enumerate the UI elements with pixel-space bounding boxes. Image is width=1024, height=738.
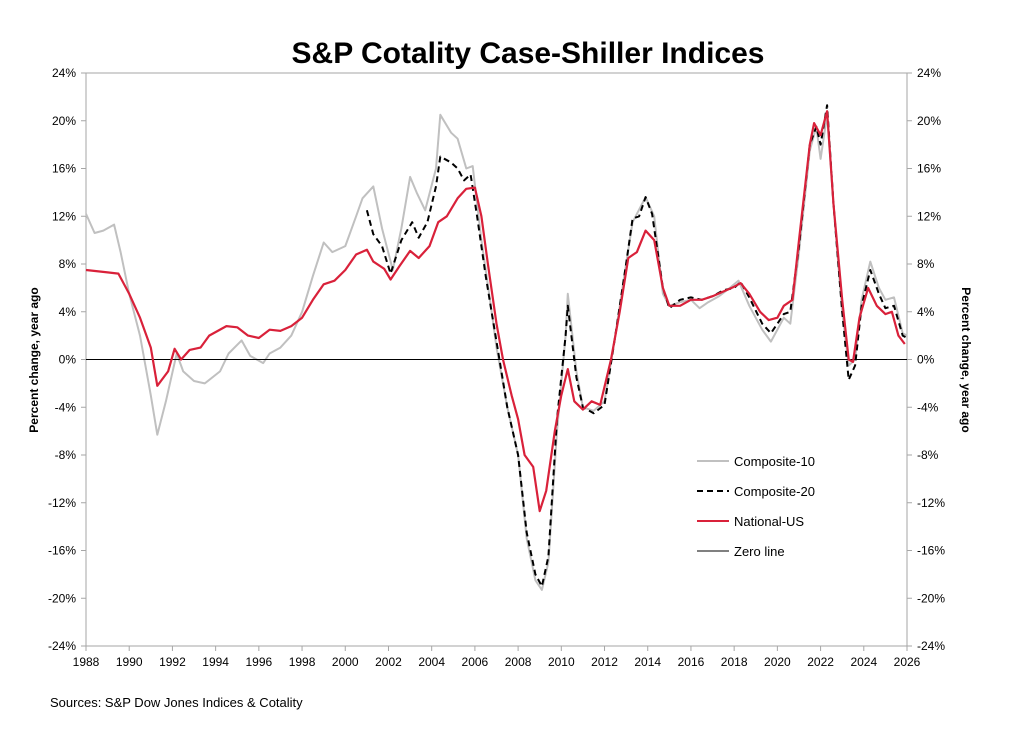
y-tick-label-right: 16% — [917, 162, 941, 176]
y-tick-label-left: -12% — [48, 496, 76, 510]
y-axis-label-left: Percent change, year ago — [27, 287, 41, 432]
y-tick-label-left: 0% — [59, 353, 77, 367]
x-tick-label: 1990 — [116, 655, 143, 669]
x-tick-label: 1998 — [289, 655, 316, 669]
x-tick-label: 2010 — [548, 655, 575, 669]
y-tick-label-right: -20% — [917, 591, 945, 605]
x-tick-label: 2020 — [764, 655, 791, 669]
y-tick-label-left: -16% — [48, 544, 76, 558]
x-tick-label: 1994 — [202, 655, 229, 669]
y-tick-label-right: 8% — [917, 257, 935, 271]
x-tick-label: 2016 — [678, 655, 705, 669]
x-tick-label: 2026 — [894, 655, 921, 669]
y-tick-label-right: -16% — [917, 544, 945, 558]
y-tick-label-left: 16% — [52, 162, 76, 176]
x-tick-label: 2014 — [634, 655, 661, 669]
x-tick-label: 1988 — [73, 655, 100, 669]
y-tick-label-right: 20% — [917, 114, 941, 128]
y-tick-label-right: 4% — [917, 305, 935, 319]
x-tick-label: 2018 — [721, 655, 748, 669]
y-tick-label-left: 12% — [52, 209, 76, 223]
y-axis-label-right: Percent change, year ago — [959, 287, 973, 432]
legend-label: Composite-10 — [734, 454, 815, 469]
y-tick-label-right: 24% — [917, 66, 941, 80]
y-tick-label-right: -4% — [917, 400, 939, 414]
legend-label: Composite-20 — [734, 484, 815, 499]
x-tick-label: 2024 — [850, 655, 877, 669]
series-line-composite-20 — [365, 104, 908, 588]
x-tick-label: 2006 — [462, 655, 489, 669]
y-tick-label-left: -24% — [48, 639, 76, 653]
y-tick-label-left: -4% — [55, 400, 77, 414]
y-tick-label-left: -8% — [55, 448, 77, 462]
y-tick-label-left: 4% — [59, 305, 77, 319]
chart-title: S&P Cotality Case-Shiller Indices — [292, 37, 765, 70]
y-tick-label-left: 8% — [59, 257, 77, 271]
y-tick-label-right: -24% — [917, 639, 945, 653]
y-tick-label-right: 12% — [917, 209, 941, 223]
x-tick-label: 2022 — [807, 655, 834, 669]
x-tick-label: 2008 — [505, 655, 532, 669]
legend-label: Zero line — [734, 544, 785, 559]
y-tick-label-left: -20% — [48, 591, 76, 605]
legend-label: National-US — [734, 514, 804, 529]
x-tick-label: 2004 — [418, 655, 445, 669]
y-tick-label-right: -8% — [917, 448, 939, 462]
x-tick-label: 2000 — [332, 655, 359, 669]
x-tick-label: 2002 — [375, 655, 402, 669]
series-line-national-us — [85, 110, 906, 513]
x-tick-label: 2012 — [591, 655, 618, 669]
y-tick-label-left: 20% — [52, 114, 76, 128]
y-tick-label-right: 0% — [917, 353, 935, 367]
x-tick-label: 1996 — [245, 655, 272, 669]
source-note: Sources: S&P Dow Jones Indices & Cotalit… — [50, 695, 303, 710]
y-tick-label-right: -12% — [917, 496, 945, 510]
y-tick-label-left: 24% — [52, 66, 76, 80]
x-tick-label: 1992 — [159, 655, 186, 669]
